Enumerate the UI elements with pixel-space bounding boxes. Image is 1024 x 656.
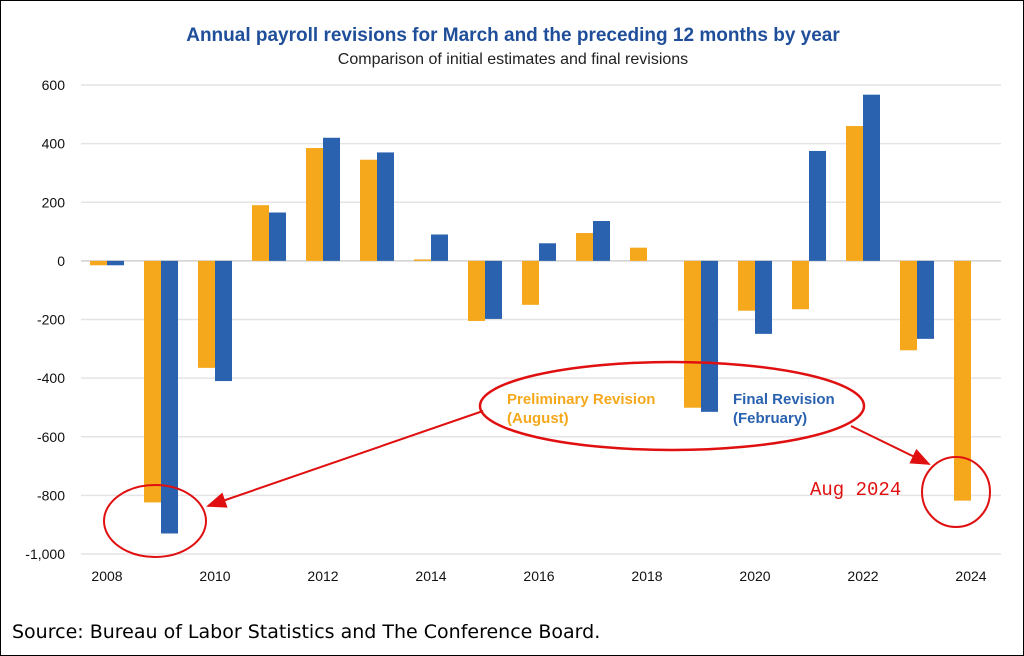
bar-final-2020 (755, 260, 772, 334)
y-tick-label: 200 (42, 194, 66, 210)
y-tick-label: 400 (42, 136, 66, 152)
aug-2024-label: Aug 2024 (810, 479, 901, 501)
bar-preliminary-2011 (252, 205, 269, 261)
bar-final-2016 (539, 243, 556, 261)
x-tick-label: 2008 (91, 568, 122, 584)
circle-2024 (921, 456, 991, 528)
y-tick-label: -600 (37, 429, 65, 445)
bar-preliminary-2010 (198, 260, 215, 368)
y-tick-label: -200 (37, 312, 65, 328)
y-tick-label: 600 (42, 77, 66, 93)
bar-preliminary-2019 (684, 260, 701, 408)
x-tick-label: 2016 (523, 568, 554, 584)
legend-final-line2: (February) (733, 410, 807, 427)
bar-preliminary-2008 (90, 260, 107, 266)
circle-2009 (103, 484, 207, 558)
legend-prelim-line1: Preliminary Revision (507, 391, 655, 408)
x-tick-label: 2022 (847, 568, 878, 584)
x-tick-label: 2012 (307, 568, 338, 584)
y-tick-label: -800 (37, 487, 65, 503)
bar-final-2010 (215, 260, 232, 382)
bar-preliminary-2024 (954, 260, 971, 501)
x-tick-label: 2018 (631, 568, 662, 584)
x-tick-label: 2024 (955, 568, 986, 584)
arrow-to-2009 (206, 410, 484, 508)
bar-final-2013 (377, 152, 394, 261)
bar-preliminary-2016 (522, 260, 539, 305)
bar-final-2011 (269, 212, 286, 261)
bar-final-2021 (809, 150, 826, 261)
legend-prelim-line2: (August) (507, 410, 569, 427)
bar-preliminary-2014 (414, 259, 431, 261)
bar-final-2019 (701, 260, 718, 412)
y-tick-label: -1,000 (25, 546, 65, 562)
bar-preliminary-2018 (630, 247, 647, 261)
bar-final-2009 (161, 260, 178, 534)
bar-final-2017 (593, 221, 610, 261)
bar-preliminary-2012 (306, 148, 323, 261)
bar-preliminary-2021 (792, 260, 809, 310)
arrow-to-2024 (850, 425, 931, 465)
bar-final-2022 (863, 94, 880, 261)
legend-final-line1: Final Revision (733, 391, 835, 408)
bar-preliminary-2013 (360, 159, 377, 261)
x-tick-label: 2014 (415, 568, 446, 584)
bar-final-2014 (431, 234, 448, 261)
bar-preliminary-2022 (846, 126, 863, 261)
bar-preliminary-2020 (738, 260, 755, 311)
y-tick-label: -400 (37, 370, 65, 386)
x-tick-label: 2010 (199, 568, 230, 584)
source-note: Source: Bureau of Labor Statistics and T… (12, 621, 601, 643)
bar-preliminary-2015 (468, 260, 485, 321)
bar-preliminary-2017 (576, 233, 593, 261)
bar-preliminary-2023 (900, 260, 917, 351)
bar-final-2023 (917, 260, 934, 339)
y-tick-label: 0 (57, 253, 65, 269)
bar-final-2015 (485, 260, 502, 319)
bar-final-2008 (107, 260, 124, 266)
bar-preliminary-2009 (144, 260, 161, 503)
legend-ellipse (478, 360, 866, 452)
x-tick-label: 2020 (739, 568, 770, 584)
chart-subtitle: Comparison of initial estimates and fina… (338, 51, 688, 68)
chart-title: Annual payroll revisions for March and t… (186, 25, 840, 46)
bar-final-2012 (323, 137, 340, 261)
